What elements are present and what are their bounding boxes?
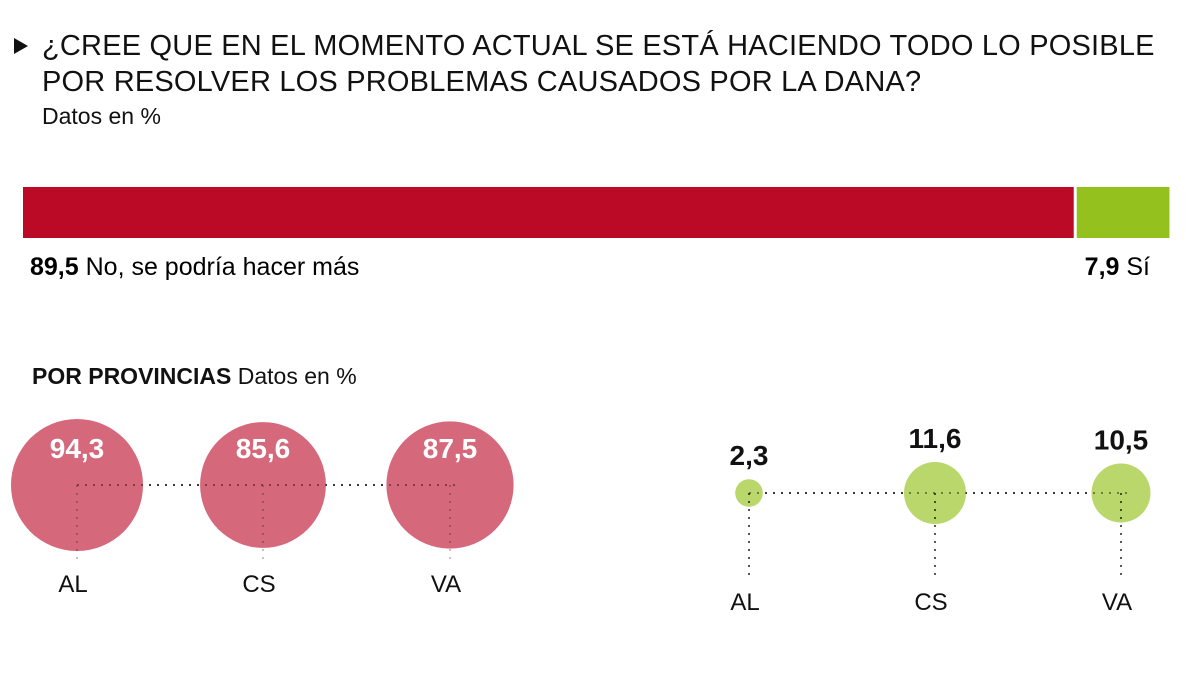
chart-title: ¿CREE QUE EN EL MOMENTO ACTUAL SE ESTÁ H…	[42, 30, 1155, 98]
bar-category-si: Sí	[1126, 253, 1150, 281]
bar-value-si: 7,9	[1085, 253, 1127, 281]
play-triangle-icon	[14, 38, 28, 54]
no-category-label: CS	[242, 571, 275, 598]
bar-value-no: 89,5	[30, 253, 86, 281]
no-category-label: VA	[431, 571, 461, 598]
bar-label-no: 89,5 No, se podría hacer más	[30, 253, 359, 281]
si-value-label: 10,5	[1094, 425, 1149, 456]
no-category-label: AL	[58, 571, 87, 598]
chart-subtitle: Datos en %	[42, 103, 161, 129]
si-category-label: CS	[914, 589, 947, 616]
no-bubble-va	[386, 421, 514, 549]
si-category-label: AL	[730, 589, 759, 616]
si-value-label: 2,3	[730, 440, 769, 471]
bar-label-si: 7,9 Sí	[1085, 253, 1150, 281]
provinces-title: POR PROVINCIAS	[32, 363, 232, 389]
provinces-heading: POR PROVINCIAS Datos en %	[32, 363, 357, 390]
bar-segment-no	[23, 187, 1074, 238]
provinces-subtitle: Datos en %	[237, 363, 357, 389]
no-value-label: 87,5	[423, 433, 478, 464]
bar-segment-si	[1076, 187, 1170, 238]
si-value-label: 11,6	[909, 423, 962, 454]
si-category-label: VA	[1102, 589, 1132, 616]
bar-category-no: No, se podría hacer más	[86, 253, 360, 281]
no-value-label: 85,6	[236, 433, 291, 464]
no-value-label: 94,3	[50, 433, 105, 464]
